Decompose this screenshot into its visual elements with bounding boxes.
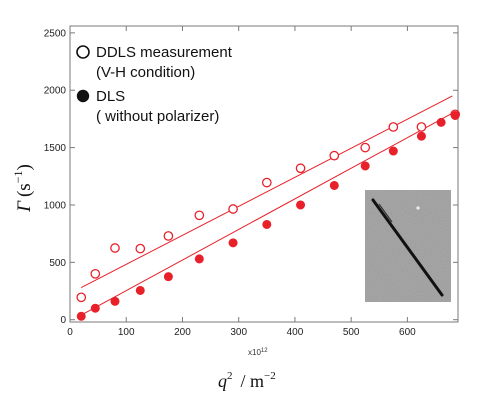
x-axis-multiplier: x1012	[248, 348, 268, 357]
y-tick-label: 1000	[44, 200, 67, 211]
fit-line	[81, 112, 453, 316]
x-tick-label: 0	[67, 327, 73, 338]
dls-point	[194, 254, 204, 264]
dls-point	[329, 180, 339, 190]
x-tick-label: 600	[399, 327, 416, 338]
x-axis-title: q2/ m−2	[218, 370, 276, 391]
x-axis-ticks: 0 100 200 300 400 500 600	[67, 26, 416, 338]
dls-point	[388, 146, 398, 156]
x-tick-label: 300	[230, 327, 247, 338]
x-tick-label: 200	[174, 327, 191, 338]
ddls-point	[76, 292, 87, 303]
ddls-point	[416, 122, 427, 132]
dls-point	[296, 200, 306, 210]
dls-point	[360, 161, 370, 171]
y-axis-title: Γ(s−1)	[11, 164, 35, 213]
ddls-point	[194, 210, 205, 221]
legend: DDLS measurement (V-H condition) DLS ( w…	[76, 44, 233, 125]
ddls-point	[261, 177, 272, 188]
ddls-point	[163, 231, 174, 241]
legend-marker-dls	[76, 89, 90, 103]
ddls-point	[329, 150, 340, 161]
y-tick-label: 0	[60, 315, 66, 326]
legend-label-dls: DLS	[96, 88, 125, 105]
y-tick-label: 2500	[44, 28, 67, 39]
ddls-point	[228, 204, 238, 214]
dls-point	[163, 272, 173, 282]
dls-point	[76, 311, 86, 321]
dls-point	[135, 285, 145, 295]
dls-point	[416, 131, 426, 141]
dls-point	[228, 238, 238, 248]
dls-point	[436, 117, 446, 127]
legend-label-ddls: DDLS measurement	[96, 44, 233, 61]
dls-point	[110, 296, 120, 306]
rod-shape	[371, 198, 444, 297]
plot-frame	[69, 25, 459, 323]
dls-point	[262, 219, 272, 229]
data-points	[76, 109, 461, 321]
ddls-point	[110, 243, 120, 253]
ddls-point	[135, 243, 146, 254]
ddls-point	[360, 142, 371, 153]
x-tick-label: 500	[343, 327, 360, 338]
y-tick-label: 1500	[44, 143, 67, 154]
legend-label-ddls-line2: (V-H condition)	[96, 64, 195, 81]
ddls-point	[388, 122, 399, 132]
ddls-point	[295, 163, 306, 174]
dls-point	[90, 303, 100, 313]
x-tick-label: 400	[287, 327, 304, 338]
y-tick-label: 500	[49, 258, 66, 269]
ddls-point	[90, 268, 101, 279]
y-tick-label: 2000	[44, 86, 67, 97]
legend-marker-ddls	[76, 45, 90, 59]
x-tick-label: 100	[118, 327, 135, 338]
inset-micrograph	[365, 190, 451, 302]
dls-point	[450, 110, 460, 120]
y-axis-ticks: 0 500 1000 1500 2000 2500	[44, 28, 458, 326]
legend-label-dls-line2: ( without polarizer)	[96, 108, 219, 125]
